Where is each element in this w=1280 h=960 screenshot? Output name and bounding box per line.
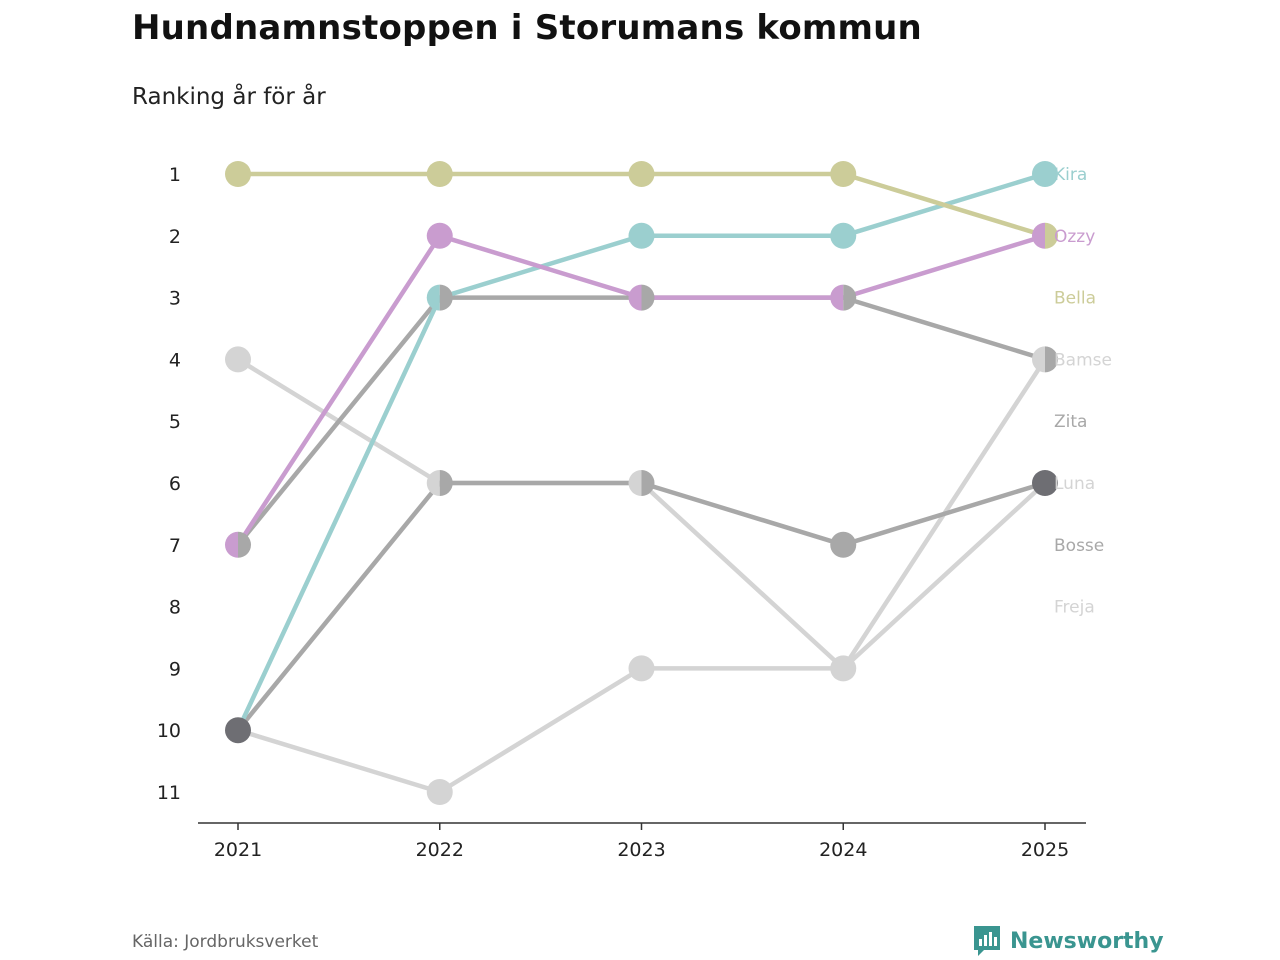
marker-2022-rank-3-right <box>439 284 453 311</box>
marker-2025-rank-2-right <box>1045 222 1059 249</box>
marker-2021-rank-7-left <box>225 531 238 558</box>
marker-2022-rank-6-left <box>426 470 440 496</box>
marker-2025-rank-6 <box>1032 470 1058 496</box>
brand-logo: Newsworthy <box>972 924 1164 958</box>
marker-2025-rank-4-right <box>1045 346 1059 373</box>
marker-2024-rank-3-right <box>843 284 857 311</box>
marker-2023-rank-9 <box>628 655 655 682</box>
marker-2025-rank-2-left <box>1032 222 1045 249</box>
end-label-bella: Bella <box>1054 289 1096 309</box>
y-tick-label-10: 10 <box>157 720 181 742</box>
series-end-labels: Freja Luna Bamse Bosse Zita Kira Ozzy Bella <box>1054 165 1112 618</box>
series-markers <box>225 161 1059 805</box>
marker-2023-rank-3 <box>628 284 655 311</box>
marker-2023-rank-2 <box>628 222 655 249</box>
x-tick-label-2022: 2022 <box>416 839 464 861</box>
y-tick-label-5: 5 <box>169 411 181 433</box>
y-tick-label-7: 7 <box>169 535 181 557</box>
marker-2025-rank-4 <box>1032 346 1059 373</box>
marker-2021-rank-10 <box>225 717 251 744</box>
marker-2022-rank-3-left <box>426 284 440 311</box>
marker-2021-rank-1 <box>225 161 251 187</box>
series-line-luna <box>235 357 1048 671</box>
series-line-ozzy <box>235 233 1048 548</box>
series-line-bosse <box>235 480 1048 733</box>
marker-2022-rank-6-right <box>439 470 453 496</box>
source-note: Källa: Jordbruksverket <box>132 932 319 952</box>
series-line-freja <box>235 480 1048 795</box>
marker-2023-rank-3-right <box>641 284 655 311</box>
marker-2025-rank-1 <box>1032 161 1058 187</box>
x-tick-label-2023: 2023 <box>617 839 665 861</box>
y-tick-label-2: 2 <box>169 226 181 248</box>
marker-2024-rank-3 <box>830 284 857 311</box>
series-line-kira <box>235 171 1048 733</box>
end-label-bosse: Bosse <box>1054 536 1104 556</box>
y-tick-label-6: 6 <box>169 473 181 495</box>
newsworthy-logo-icon <box>974 926 1000 956</box>
end-label-luna: Luna <box>1054 474 1095 494</box>
y-tick-label-9: 9 <box>169 658 181 680</box>
y-tick-label-11: 11 <box>157 782 181 804</box>
y-tick-label-1: 1 <box>169 164 181 186</box>
marker-2024-rank-3-left <box>830 284 844 311</box>
marker-2024-rank-9 <box>830 655 857 682</box>
axes: 2021 2022 2023 2024 2025 1 2 3 4 5 6 7 8 9 10 11 <box>157 164 1086 861</box>
y-tick-label-8: 8 <box>169 597 181 619</box>
marker-2021-rank-7 <box>225 531 252 558</box>
marker-2021-rank-7-right <box>238 531 252 558</box>
y-tick-label-4: 4 <box>169 349 181 371</box>
marker-2024-rank-1 <box>830 161 857 187</box>
x-tick-label-2024: 2024 <box>819 839 867 861</box>
end-label-bamse: Bamse <box>1054 350 1112 370</box>
marker-2025-rank-4-left <box>1032 346 1045 373</box>
marker-2023-rank-6 <box>628 470 655 496</box>
marker-2022-rank-11 <box>426 779 453 805</box>
marker-2024-rank-2 <box>830 222 857 249</box>
marker-2022-rank-2 <box>426 222 453 249</box>
end-label-kira: Kira <box>1054 165 1087 185</box>
marker-2022-rank-6 <box>426 470 453 496</box>
marker-2022-rank-1 <box>426 161 453 187</box>
end-label-ozzy: Ozzy <box>1054 227 1095 247</box>
marker-2021-rank-4 <box>225 346 251 373</box>
x-tick-label-2021: 2021 <box>214 839 262 861</box>
marker-2025-rank-2 <box>1032 222 1059 249</box>
end-label-zita: Zita <box>1054 412 1087 432</box>
marker-2024-rank-7 <box>830 531 857 558</box>
marker-2022-rank-3 <box>426 284 453 311</box>
chart-title: Hundnamnstoppen i Storumans kommun <box>132 8 922 48</box>
end-label-freja: Freja <box>1054 598 1095 618</box>
marker-2023-rank-6-right <box>641 470 655 496</box>
brand-name: Newsworthy <box>1010 928 1164 954</box>
x-tick-label-2025: 2025 <box>1021 839 1069 861</box>
chart-subtitle: Ranking år för år <box>132 84 326 110</box>
y-tick-label-3: 3 <box>169 288 181 310</box>
marker-2023-rank-1 <box>628 161 655 187</box>
marker-2023-rank-3-left <box>628 284 642 311</box>
marker-2023-rank-6-left <box>628 470 642 496</box>
series-line-zita <box>235 295 1048 548</box>
